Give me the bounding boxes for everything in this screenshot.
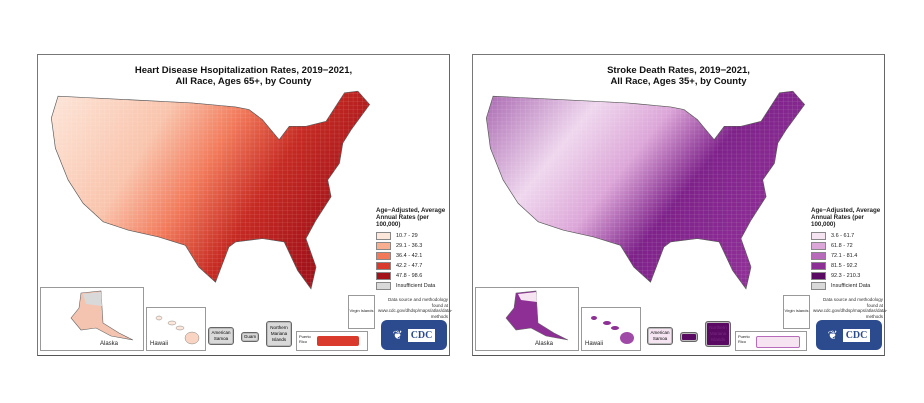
legend-swatch: [811, 272, 826, 280]
us-county-map: [486, 90, 805, 290]
legend-swatch: [376, 272, 391, 280]
legend-item: 29.1 - 36.3: [376, 241, 446, 251]
american-samoa-box: American Samoa: [208, 327, 234, 345]
legend-item: 92.3 - 210.3: [811, 271, 881, 281]
northern-mariana-box: Northern Mariana Islands: [266, 321, 292, 347]
legend-title: Age−Adjusted, Average Annual Rates (per …: [811, 207, 881, 228]
legend-swatch: [376, 262, 391, 270]
cdc-logo: ❦ CDC: [381, 320, 447, 350]
legend-item: 61.8 - 72: [811, 241, 881, 251]
hhs-eagle-icon: ❦: [827, 328, 838, 342]
alaska-inset: Alaska: [40, 287, 144, 351]
cdc-logo: ❦ CDC: [816, 320, 882, 350]
legend-item: 42.2 - 47.7: [376, 261, 446, 271]
map-legend: Age−Adjusted, Average Annual Rates (per …: [811, 207, 881, 291]
legend-item: Insufficient Data: [376, 281, 446, 291]
legend-item: 3.6 - 61.7: [811, 231, 881, 241]
map-title: Stroke Death Rates, 2019−2021, All Race, …: [607, 65, 750, 87]
legend-swatch: [376, 282, 391, 290]
legend-swatch: [811, 242, 826, 250]
guam-box: Guam: [241, 332, 259, 342]
alaska-inset: Alaska: [475, 287, 579, 351]
map-title: Heart Disease Hsopitalization Rates, 201…: [134, 65, 353, 87]
legend-swatch: [376, 232, 391, 240]
legend-swatch: [376, 242, 391, 250]
legend-item: Insufficient Data: [811, 281, 881, 291]
legend-title: Age−Adjusted, Average Annual Rates (per …: [376, 207, 446, 228]
legend-item: 81.5 - 92.2: [811, 261, 881, 271]
hawaii-inset: Hawaii: [146, 307, 206, 351]
stroke-death-map-panel: Stroke Death Rates, 2019−2021, All Race, …: [472, 54, 888, 356]
guam-box: Guam: [680, 332, 698, 342]
map-legend: Age−Adjusted, Average Annual Rates (per …: [376, 207, 446, 291]
virgin-islands-inset: Virgin Islands: [348, 295, 375, 329]
legend-item: 36.4 - 42.1: [376, 251, 446, 261]
legend-swatch: [811, 262, 826, 270]
legend-item: 10.7 - 29: [376, 231, 446, 241]
american-samoa-box: American Samoa: [647, 327, 673, 345]
legend-swatch: [811, 282, 826, 290]
legend-item: 72.1 - 81.4: [811, 251, 881, 261]
legend-swatch: [376, 252, 391, 260]
source-note: Data source and methodology found at www…: [813, 297, 888, 319]
source-note: Data source and methodology found at www…: [378, 297, 453, 319]
puerto-rico-inset: Puerto Rico: [735, 331, 807, 351]
puerto-rico-inset: Puerto Rico: [296, 331, 368, 351]
northern-mariana-box: Northern Mariana Islands: [705, 321, 731, 347]
legend-swatch: [811, 232, 826, 240]
virgin-islands-inset: Virgin Islands: [783, 295, 810, 329]
hawaii-inset: Hawaii: [581, 307, 641, 351]
heart-disease-map-panel: Heart Disease Hsopitalization Rates, 201…: [37, 54, 453, 356]
us-county-map: [51, 90, 370, 290]
legend-item: 47.8 - 98.6: [376, 271, 446, 281]
hhs-eagle-icon: ❦: [392, 328, 403, 342]
legend-swatch: [811, 252, 826, 260]
